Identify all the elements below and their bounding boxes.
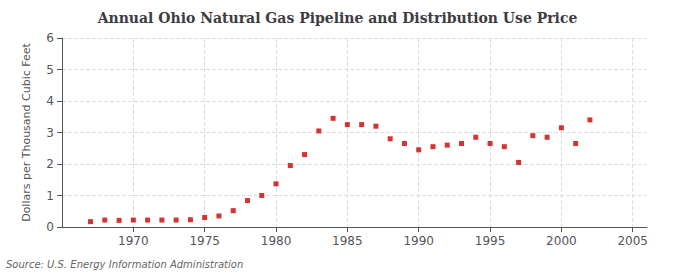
svg-text:4: 4 [46, 94, 54, 108]
svg-text:5: 5 [46, 63, 54, 77]
svg-text:0: 0 [46, 220, 54, 234]
svg-text:2000: 2000 [546, 234, 577, 248]
svg-text:Annual Ohio Natural Gas Pipeli: Annual Ohio Natural Gas Pipeline and Dis… [97, 10, 578, 26]
svg-text:1970: 1970 [118, 234, 149, 248]
svg-text:3: 3 [46, 126, 54, 140]
svg-text:6: 6 [46, 31, 54, 45]
svg-text:1985: 1985 [332, 234, 363, 248]
svg-text:2: 2 [46, 157, 54, 171]
svg-text:Source: U.S. Energy Informatio: Source: U.S. Energy Information Administ… [6, 259, 243, 270]
svg-text:2005: 2005 [617, 234, 648, 248]
svg-text:1975: 1975 [189, 234, 220, 248]
svg-text:1995: 1995 [475, 234, 506, 248]
svg-text:1: 1 [46, 189, 54, 203]
svg-text:1980: 1980 [261, 234, 292, 248]
svg-text:1990: 1990 [403, 234, 434, 248]
svg-text:Dollars per Thousand Cubic Fee: Dollars per Thousand Cubic Feet [20, 42, 33, 221]
